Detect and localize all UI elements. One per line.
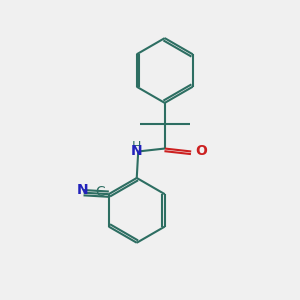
Text: O: O (196, 145, 208, 158)
Text: N: N (131, 145, 142, 158)
Text: H: H (132, 140, 141, 153)
Text: C: C (95, 185, 105, 199)
Text: N: N (76, 183, 88, 197)
